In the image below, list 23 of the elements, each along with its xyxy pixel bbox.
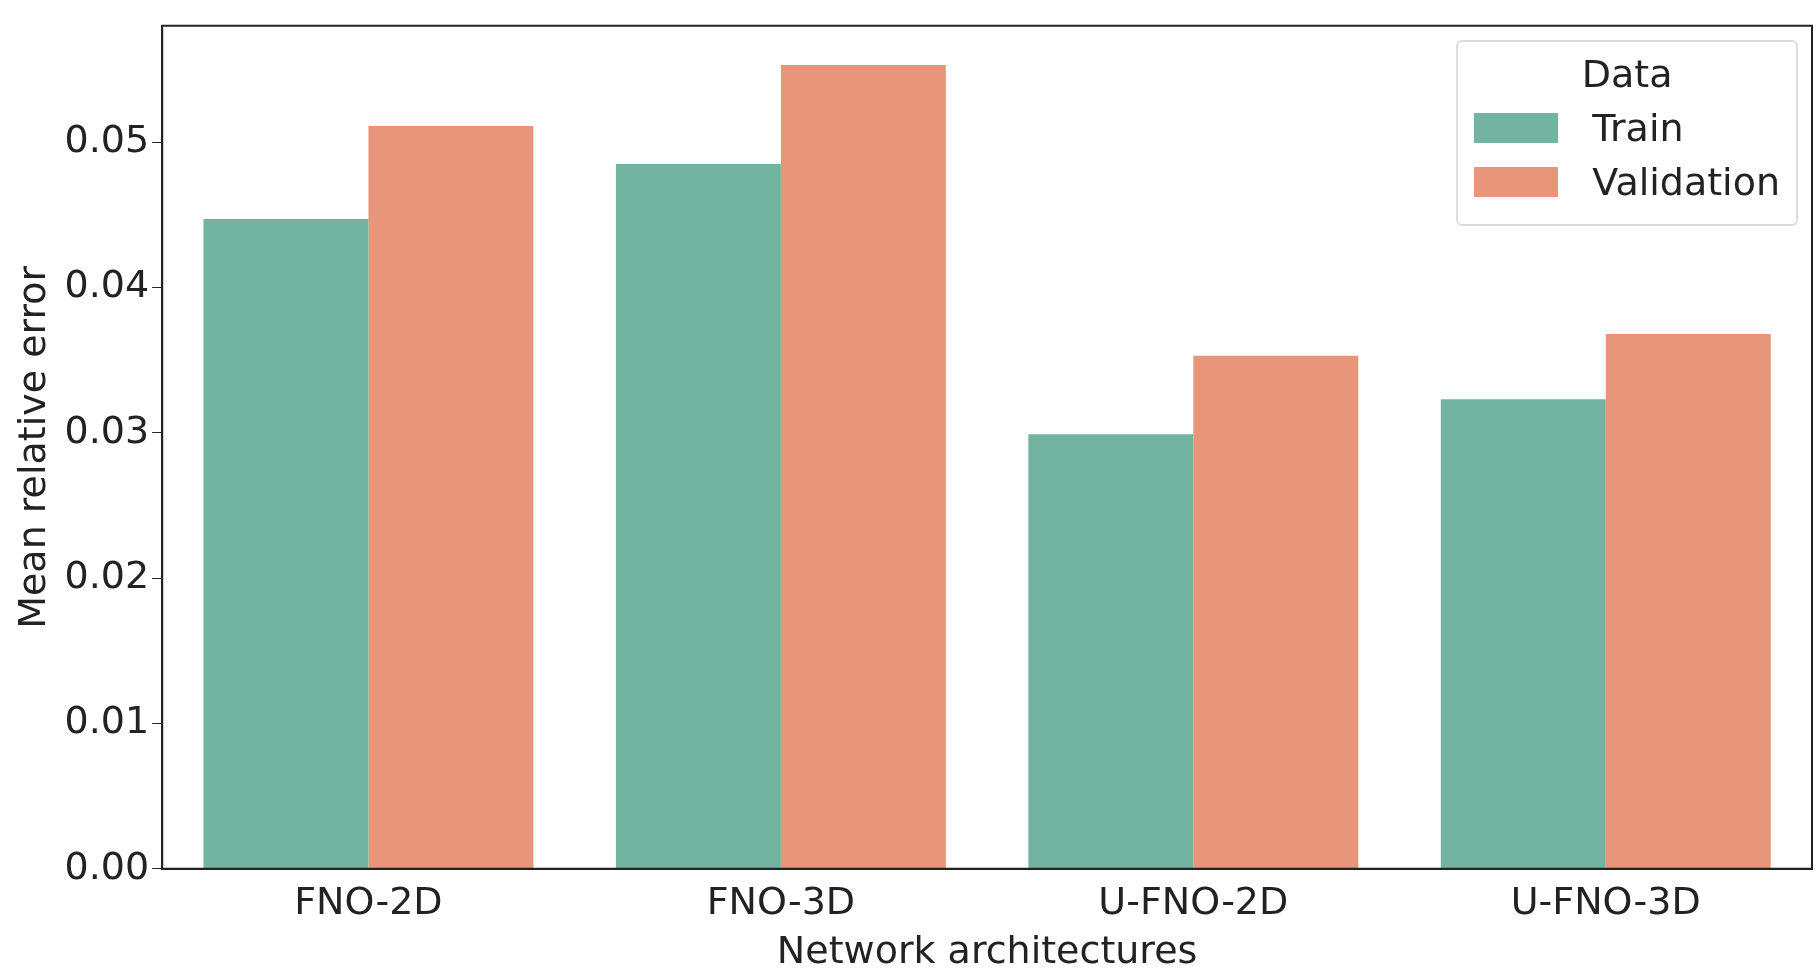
x-tick-label: U-FNO-3D — [1510, 879, 1701, 924]
y-tick-label: 0.03 — [64, 407, 150, 452]
bar — [1028, 434, 1194, 869]
legend-label: Train — [1592, 105, 1684, 150]
x-tick-label: U-FNO-2D — [1098, 879, 1289, 924]
legend-label: Validation — [1592, 159, 1780, 204]
bar — [203, 219, 369, 869]
x-tick-label: FNO-3D — [706, 879, 856, 924]
x-axis-title: Network architectures — [776, 928, 1198, 973]
y-tick-label: 0.01 — [64, 698, 150, 743]
x-tick-label: FNO-2D — [294, 879, 443, 924]
bar — [615, 163, 781, 869]
y-tick-label: 0.02 — [64, 552, 150, 597]
y-axis-title: Mean relative error — [9, 265, 54, 629]
y-tick-label: 0.05 — [64, 116, 150, 161]
bar — [1193, 355, 1359, 869]
bar — [1440, 399, 1606, 869]
legend-title: Data — [1580, 51, 1674, 96]
bar — [1605, 333, 1771, 869]
y-tick-label: 0.00 — [64, 843, 150, 888]
bar — [780, 65, 946, 869]
y-tick-label: 0.04 — [64, 262, 150, 307]
bar — [368, 126, 534, 869]
